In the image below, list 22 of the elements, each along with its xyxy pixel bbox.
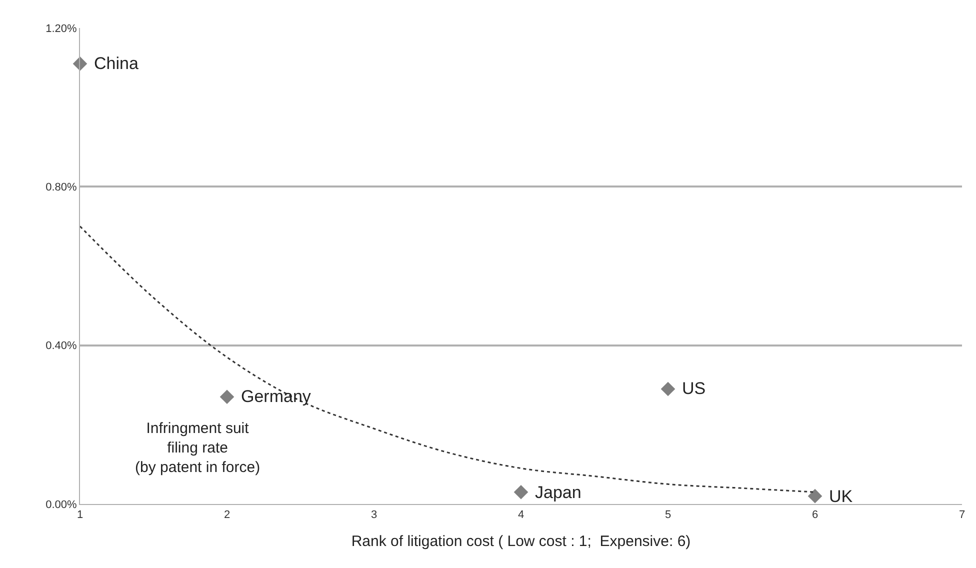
x-tick-label: 2 [224, 509, 230, 522]
annotation: Japan [535, 483, 582, 502]
y-tick-label: 0.80% [46, 182, 78, 194]
point [808, 488, 822, 504]
x-tick-label: 7 [958, 509, 966, 522]
point [220, 390, 234, 404]
annotation: UK [829, 487, 854, 506]
x-tick-label: 1 [76, 509, 84, 522]
y-tick-label: 1.20% [46, 22, 78, 35]
annotation: China [94, 54, 139, 73]
x-tick-label: 5 [664, 509, 672, 522]
annotation: Germany [241, 387, 312, 406]
y-tick-label: 0.40% [46, 340, 78, 352]
y-axis-title: Infringment suit filing rate (by patent in force) [135, 420, 260, 476]
y-tick-label: 0.00% [46, 498, 78, 511]
x-tick-label: 4 [518, 509, 524, 522]
point [514, 484, 528, 500]
x-tick-label: 3 [370, 509, 378, 522]
x-axis-title: Rank of litigation cost ( Low cost : 1; Expensive: 6) [351, 533, 691, 550]
point [660, 382, 676, 396]
x-tick-label: 6 [812, 509, 818, 522]
annotation: US [682, 379, 706, 398]
